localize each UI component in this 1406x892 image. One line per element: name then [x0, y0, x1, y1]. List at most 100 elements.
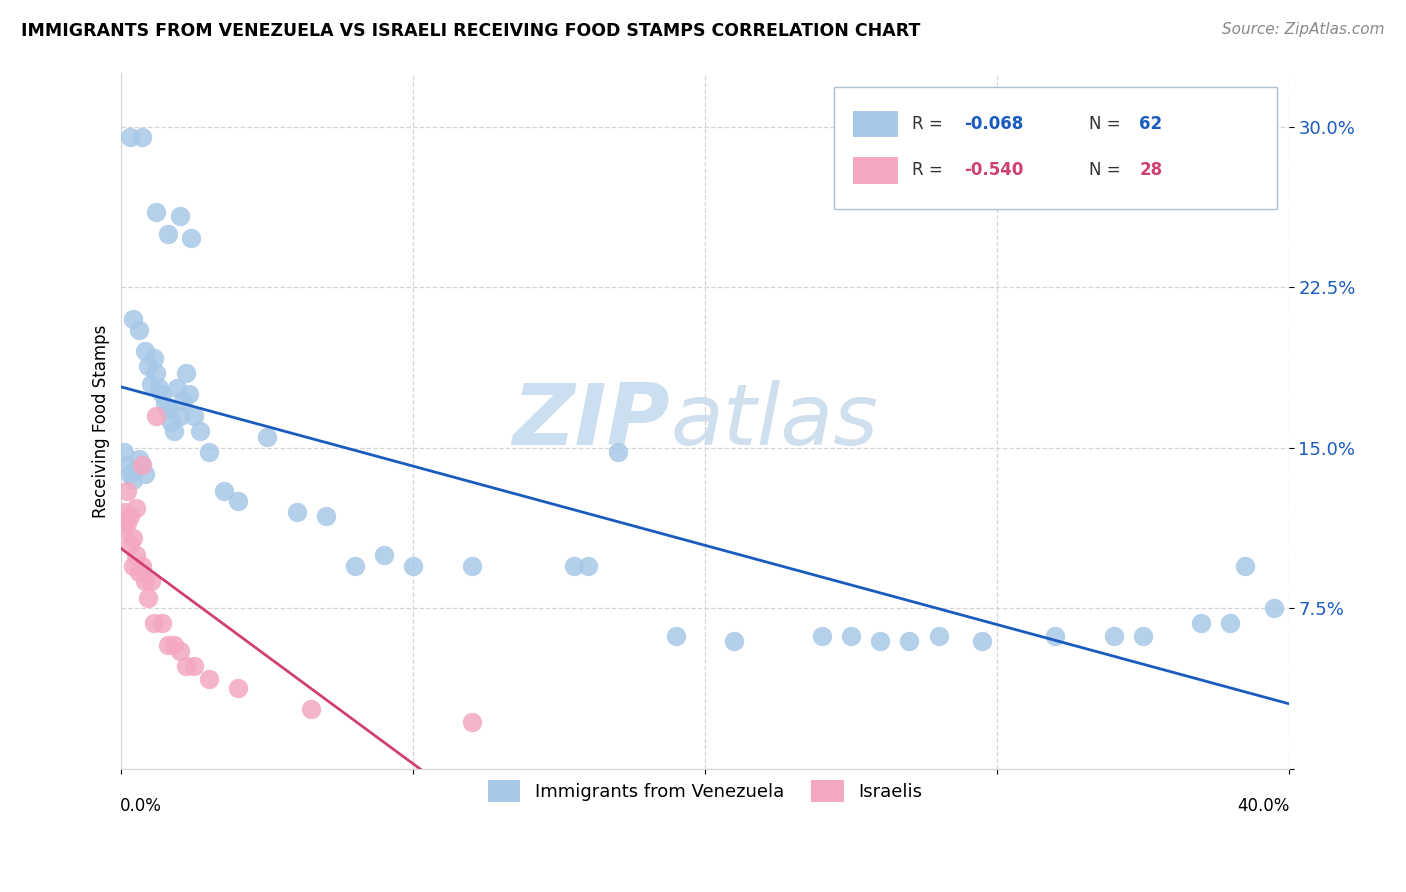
Point: [373, 548, 395, 562]
Point: [177, 387, 200, 401]
Point: [125, 462, 148, 476]
Point: [166, 381, 188, 395]
Point: [134, 574, 156, 588]
Point: [112, 505, 135, 519]
Point: [128, 451, 150, 466]
Point: [134, 467, 156, 481]
Point: [157, 227, 180, 241]
Point: [1233, 558, 1256, 573]
Point: [125, 500, 148, 515]
Bar: [853, 157, 897, 184]
Point: [972, 633, 994, 648]
Point: [117, 458, 139, 472]
Point: [172, 393, 194, 408]
Point: [226, 494, 249, 508]
Point: [122, 312, 145, 326]
Point: [1045, 629, 1067, 643]
Point: [125, 548, 148, 562]
FancyBboxPatch shape: [834, 87, 1277, 209]
Point: [150, 387, 173, 401]
Point: [402, 558, 425, 573]
Point: [256, 430, 278, 444]
Point: [1132, 629, 1154, 643]
Point: [120, 130, 142, 145]
Point: [150, 616, 173, 631]
Point: [606, 445, 628, 459]
Point: [198, 672, 221, 686]
Text: 28: 28: [1139, 161, 1163, 179]
Point: [869, 633, 891, 648]
Point: [1263, 601, 1285, 615]
Point: [183, 659, 205, 673]
Point: [136, 359, 159, 374]
Point: [460, 558, 482, 573]
Point: [131, 130, 153, 145]
Point: [155, 398, 177, 412]
Point: [128, 565, 150, 579]
Text: 62: 62: [1139, 115, 1163, 133]
Point: [562, 558, 585, 573]
Point: [145, 205, 167, 219]
Legend: Immigrants from Venezuela, Israelis: Immigrants from Venezuela, Israelis: [481, 772, 929, 809]
Text: IMMIGRANTS FROM VENEZUELA VS ISRAELI RECEIVING FOOD STAMPS CORRELATION CHART: IMMIGRANTS FROM VENEZUELA VS ISRAELI REC…: [21, 22, 921, 40]
Y-axis label: Receiving Food Stamps: Receiving Food Stamps: [93, 325, 110, 517]
Point: [180, 231, 202, 245]
Point: [343, 558, 366, 573]
Text: atlas: atlas: [671, 379, 879, 463]
Text: Source: ZipAtlas.com: Source: ZipAtlas.com: [1222, 22, 1385, 37]
Point: [169, 409, 191, 423]
Point: [163, 638, 186, 652]
Point: [117, 516, 139, 530]
Point: [134, 344, 156, 359]
Text: R =: R =: [911, 161, 948, 179]
Text: 0.0%: 0.0%: [121, 797, 162, 815]
Point: [145, 409, 167, 423]
Point: [142, 616, 165, 631]
Point: [1219, 616, 1241, 631]
Point: [839, 629, 862, 643]
Point: [174, 659, 197, 673]
Point: [145, 366, 167, 380]
Point: [136, 591, 159, 605]
Point: [120, 537, 142, 551]
Point: [131, 458, 153, 472]
Point: [174, 366, 197, 380]
Text: N =: N =: [1090, 115, 1126, 133]
Text: -0.540: -0.540: [965, 161, 1024, 179]
Point: [169, 644, 191, 658]
Point: [122, 473, 145, 487]
Point: [811, 629, 834, 643]
Point: [131, 458, 153, 472]
Point: [163, 424, 186, 438]
Point: [122, 558, 145, 573]
Point: [169, 210, 191, 224]
Point: [120, 509, 142, 524]
Bar: [853, 111, 897, 137]
Text: N =: N =: [1090, 161, 1126, 179]
Point: [128, 323, 150, 337]
Point: [285, 505, 308, 519]
Point: [576, 558, 599, 573]
Point: [898, 633, 921, 648]
Point: [117, 483, 139, 498]
Text: -0.068: -0.068: [965, 115, 1024, 133]
Point: [112, 445, 135, 459]
Point: [139, 574, 162, 588]
Point: [142, 351, 165, 365]
Point: [460, 714, 482, 729]
Point: [139, 376, 162, 391]
Point: [1102, 629, 1125, 643]
Point: [131, 558, 153, 573]
Point: [928, 629, 950, 643]
Point: [120, 467, 142, 481]
Point: [665, 629, 688, 643]
Point: [315, 509, 337, 524]
Point: [212, 483, 235, 498]
Point: [183, 409, 205, 423]
Point: [122, 531, 145, 545]
Point: [148, 381, 170, 395]
Point: [157, 402, 180, 417]
Point: [226, 681, 249, 695]
Text: R =: R =: [911, 115, 948, 133]
Point: [160, 415, 183, 429]
